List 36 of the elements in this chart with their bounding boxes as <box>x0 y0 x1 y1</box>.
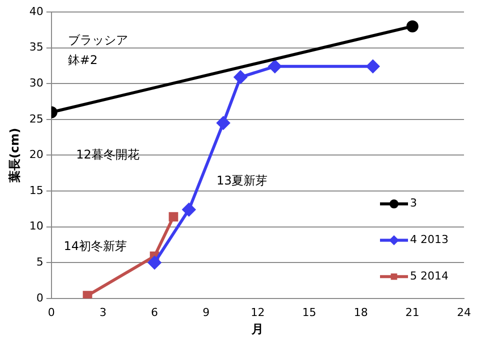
y-axis-title: 葉長(cm) <box>7 128 22 184</box>
x-tick-label: 9 <box>202 306 210 319</box>
y-tick-label: 0 <box>36 291 44 304</box>
x-tick-label: 15 <box>302 306 316 319</box>
annotation: 14初冬新芽 <box>64 239 128 254</box>
y-tick-label: 5 <box>36 255 44 268</box>
point <box>234 70 248 84</box>
legend-label: 3 <box>410 196 417 210</box>
point <box>148 256 162 270</box>
point <box>268 60 282 73</box>
annotation: 13夏新芽 <box>216 173 268 188</box>
y-tick-label: 40 <box>29 4 44 18</box>
x-tick-label: 6 <box>151 306 158 319</box>
annotation: ブラッシア <box>68 33 128 48</box>
point <box>216 116 230 130</box>
x-tick-label: 0 <box>48 306 55 319</box>
x-axis-title: 月 <box>250 322 264 336</box>
x-tick-label: 3 <box>99 306 106 319</box>
y-tick-label: 30 <box>29 76 44 90</box>
x-tick-label: 12 <box>250 306 265 319</box>
point <box>168 212 178 222</box>
legend-label: 5 2014 <box>410 269 448 282</box>
point <box>82 290 92 298</box>
annotation: 鉢#2 <box>68 53 98 68</box>
y-tick-label: 25 <box>29 112 44 126</box>
annotation: 12暮冬開花 <box>76 148 140 162</box>
x-tick-label: 24 <box>457 306 471 319</box>
y-tick-label: 20 <box>29 148 44 162</box>
legend-label: 4 2013 <box>410 233 448 246</box>
point <box>366 60 380 73</box>
y-tick-label: 35 <box>29 40 44 54</box>
y-tick-label: 10 <box>29 220 44 233</box>
x-tick-label: 21 <box>405 306 420 319</box>
point <box>182 203 196 216</box>
y-tick-label: 15 <box>29 184 44 197</box>
x-tick-label: 18 <box>354 306 368 319</box>
